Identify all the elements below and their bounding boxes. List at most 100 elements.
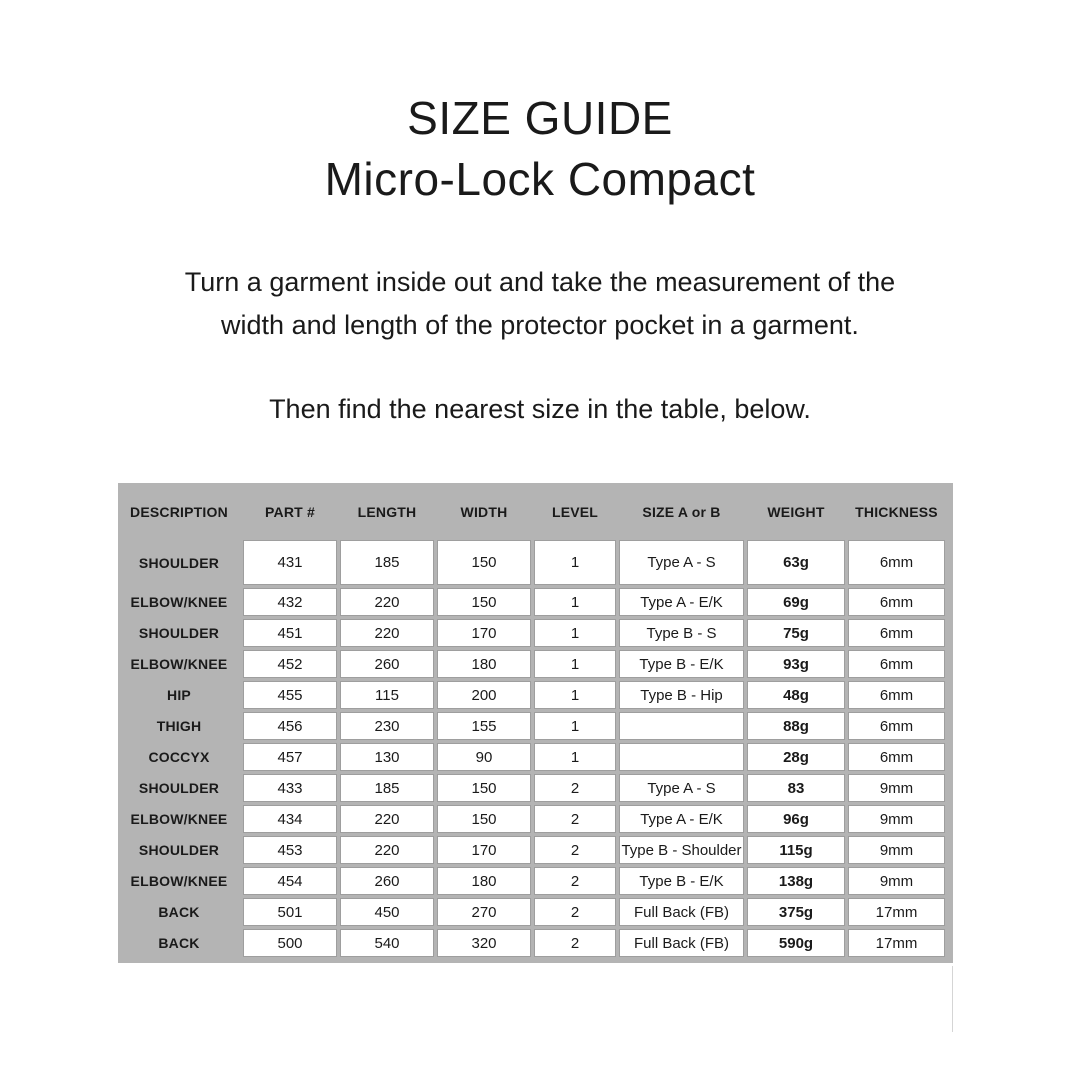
column-header-width: WIDTH bbox=[460, 503, 508, 520]
table-cell: 115g bbox=[747, 836, 845, 864]
table-cell: 1 bbox=[534, 743, 616, 771]
table-cell: 150 bbox=[437, 774, 531, 802]
table-cell: 1 bbox=[534, 650, 616, 678]
table-cell: Type A - S bbox=[619, 774, 744, 802]
instruction-1-line-2: width and length of the protector pocket… bbox=[221, 310, 859, 340]
table-cell: 200 bbox=[437, 681, 531, 709]
table-cell: 185 bbox=[340, 540, 434, 585]
table-cell: 1 bbox=[534, 540, 616, 585]
table-cell: 83 bbox=[747, 774, 845, 802]
table-cell: 48g bbox=[747, 681, 845, 709]
table-cell: 28g bbox=[747, 743, 845, 771]
row-description: ELBOW/KNEE bbox=[130, 873, 228, 889]
title-line-1: SIZE GUIDE bbox=[407, 92, 673, 144]
table-cell: 1 bbox=[534, 681, 616, 709]
table-cell: 170 bbox=[437, 619, 531, 647]
table-cell: 69g bbox=[747, 588, 845, 616]
row-description: SHOULDER bbox=[138, 780, 220, 796]
table-cell: Type B - E/K bbox=[619, 867, 744, 895]
table-cell: 88g bbox=[747, 712, 845, 740]
table-cell: 455 bbox=[243, 681, 337, 709]
table-cell: 2 bbox=[534, 898, 616, 926]
table-cell: 6mm bbox=[848, 712, 945, 740]
row-description: BACK bbox=[158, 935, 200, 951]
table-cell: 450 bbox=[340, 898, 434, 926]
instruction-1-line-1: Turn a garment inside out and take the m… bbox=[184, 267, 896, 297]
size-table-body: SHOULDER 431 185 150 1 Type A - S 63g 6mm ELBOW/… bbox=[118, 540, 953, 957]
table-cell: 9mm bbox=[848, 836, 945, 864]
table-cell: 1 bbox=[534, 588, 616, 616]
column-header-size-a-or-b: SIZE A or B bbox=[642, 503, 721, 520]
table-cell: 130 bbox=[340, 743, 434, 771]
table-cell: 456 bbox=[243, 712, 337, 740]
column-header-length: LENGTH bbox=[357, 503, 417, 520]
table-cell: Type B - Shoulder bbox=[619, 836, 744, 864]
table-cell: 2 bbox=[534, 867, 616, 895]
table-cell: Type A - E/K bbox=[619, 588, 744, 616]
table-cell: 155 bbox=[437, 712, 531, 740]
table-cell: 434 bbox=[243, 805, 337, 833]
table-cell bbox=[619, 743, 744, 771]
table-cell: 501 bbox=[243, 898, 337, 926]
table-cell: 431 bbox=[243, 540, 337, 585]
table-cell: Full Back (FB) bbox=[619, 898, 744, 926]
table-cell: 2 bbox=[534, 836, 616, 864]
table-cell: 433 bbox=[243, 774, 337, 802]
table-cell: 220 bbox=[340, 805, 434, 833]
table-cell bbox=[619, 712, 744, 740]
table-cell: 150 bbox=[437, 805, 531, 833]
table-cell: 17mm bbox=[848, 898, 945, 926]
row-description: ELBOW/KNEE bbox=[130, 594, 228, 610]
table-cell: 115 bbox=[340, 681, 434, 709]
column-header-part: PART # bbox=[265, 503, 315, 520]
table-cell: 170 bbox=[437, 836, 531, 864]
table-cell: 540 bbox=[340, 929, 434, 957]
table-cell: 180 bbox=[437, 650, 531, 678]
row-description: SHOULDER bbox=[138, 625, 220, 641]
column-header-level: LEVEL bbox=[551, 503, 599, 520]
table-cell: 260 bbox=[340, 867, 434, 895]
table-cell: 270 bbox=[437, 898, 531, 926]
table-cell: 6mm bbox=[848, 650, 945, 678]
table-cell: 6mm bbox=[848, 743, 945, 771]
table-cell: 6mm bbox=[848, 619, 945, 647]
table-cell: 1 bbox=[534, 619, 616, 647]
page-title: SIZE GUIDE Micro-Lock Compact bbox=[0, 88, 1080, 210]
table-cell: 220 bbox=[340, 588, 434, 616]
table-cell: Type A - E/K bbox=[619, 805, 744, 833]
row-description: ELBOW/KNEE bbox=[130, 811, 228, 827]
table-cell: 220 bbox=[340, 619, 434, 647]
table-cell: 230 bbox=[340, 712, 434, 740]
column-header-thickness: THICKNESS bbox=[855, 503, 938, 520]
table-cell: 9mm bbox=[848, 805, 945, 833]
table-cell: 9mm bbox=[848, 774, 945, 802]
table-cell: 2 bbox=[534, 929, 616, 957]
size-table-header-row: DESCRIPTION PART # LENGTH WIDTH LEVEL SIZE A … bbox=[118, 483, 953, 540]
table-cell: Full Back (FB) bbox=[619, 929, 744, 957]
table-cell: 220 bbox=[340, 836, 434, 864]
row-description: COCCYX bbox=[148, 749, 210, 765]
instruction-paragraph-2: Then find the nearest size in the table,… bbox=[269, 394, 811, 424]
table-cell: 185 bbox=[340, 774, 434, 802]
row-description: ELBOW/KNEE bbox=[130, 656, 228, 672]
table-cell: 2 bbox=[534, 774, 616, 802]
table-cell: Type A - S bbox=[619, 540, 744, 585]
row-description: THIGH bbox=[156, 718, 202, 734]
table-cell: 138g bbox=[747, 867, 845, 895]
table-cell: 451 bbox=[243, 619, 337, 647]
table-cell: 17mm bbox=[848, 929, 945, 957]
table-cell: 375g bbox=[747, 898, 845, 926]
table-cell: 150 bbox=[437, 540, 531, 585]
table-cell: 96g bbox=[747, 805, 845, 833]
vertical-divider-artifact bbox=[952, 966, 953, 1032]
column-header-weight: WEIGHT bbox=[767, 503, 825, 520]
table-cell: 6mm bbox=[848, 588, 945, 616]
table-cell: 1 bbox=[534, 712, 616, 740]
table-cell: 93g bbox=[747, 650, 845, 678]
table-cell: 260 bbox=[340, 650, 434, 678]
table-cell: 454 bbox=[243, 867, 337, 895]
table-cell: 75g bbox=[747, 619, 845, 647]
table-cell: 590g bbox=[747, 929, 845, 957]
table-cell: 500 bbox=[243, 929, 337, 957]
